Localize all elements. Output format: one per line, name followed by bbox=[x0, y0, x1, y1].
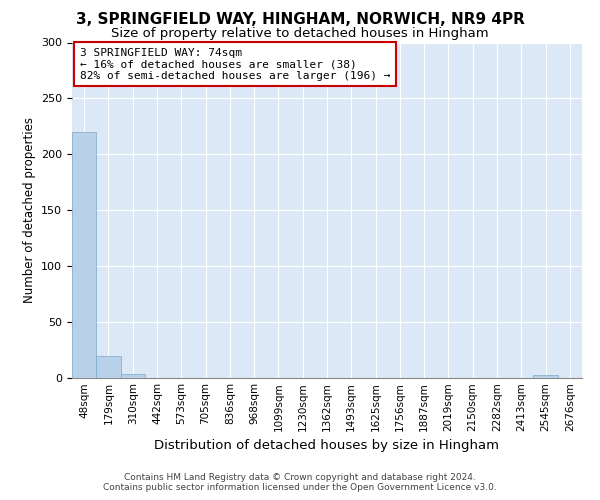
Bar bbox=[533, 376, 558, 378]
Text: 3, SPRINGFIELD WAY, HINGHAM, NORWICH, NR9 4PR: 3, SPRINGFIELD WAY, HINGHAM, NORWICH, NR… bbox=[76, 12, 524, 28]
Text: Size of property relative to detached houses in Hingham: Size of property relative to detached ho… bbox=[111, 28, 489, 40]
Bar bbox=[121, 374, 145, 378]
Text: 3 SPRINGFIELD WAY: 74sqm
← 16% of detached houses are smaller (38)
82% of semi-d: 3 SPRINGFIELD WAY: 74sqm ← 16% of detach… bbox=[80, 48, 390, 80]
Y-axis label: Number of detached properties: Number of detached properties bbox=[23, 117, 35, 303]
Bar bbox=[72, 132, 96, 378]
Text: Contains HM Land Registry data © Crown copyright and database right 2024.
Contai: Contains HM Land Registry data © Crown c… bbox=[103, 473, 497, 492]
Bar bbox=[96, 356, 121, 378]
X-axis label: Distribution of detached houses by size in Hingham: Distribution of detached houses by size … bbox=[155, 440, 499, 452]
